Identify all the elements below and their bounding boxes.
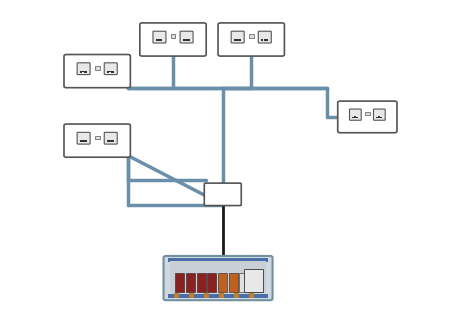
FancyBboxPatch shape (180, 31, 193, 43)
Bar (204, 293, 209, 298)
Bar (190, 293, 194, 298)
Bar (218, 273, 227, 292)
Bar (168, 294, 268, 298)
Bar (352, 117, 354, 118)
Bar (244, 269, 263, 292)
Bar (208, 273, 217, 292)
FancyBboxPatch shape (140, 23, 206, 56)
Bar (187, 39, 190, 41)
Bar (174, 293, 179, 298)
FancyBboxPatch shape (77, 63, 90, 75)
Bar (171, 34, 175, 38)
Bar (237, 39, 239, 41)
Bar (380, 117, 382, 118)
Bar (111, 140, 114, 142)
FancyBboxPatch shape (64, 54, 130, 88)
FancyBboxPatch shape (104, 132, 117, 144)
FancyBboxPatch shape (258, 31, 271, 43)
Bar (264, 39, 266, 41)
FancyBboxPatch shape (77, 132, 90, 144)
Bar (228, 273, 238, 292)
FancyBboxPatch shape (337, 101, 397, 133)
Bar (219, 293, 224, 298)
Bar (84, 71, 87, 73)
Bar (109, 70, 112, 72)
Bar (365, 112, 370, 116)
Bar (261, 39, 264, 41)
Bar (168, 258, 268, 262)
FancyBboxPatch shape (164, 256, 273, 300)
Bar (186, 273, 195, 292)
Bar (234, 39, 236, 41)
Bar (265, 39, 268, 41)
Bar (109, 140, 112, 142)
Bar (238, 39, 241, 41)
Bar (239, 273, 248, 292)
Bar (376, 117, 378, 118)
Bar (111, 71, 114, 73)
Bar (155, 39, 158, 41)
Bar (185, 39, 188, 41)
FancyBboxPatch shape (218, 23, 284, 56)
Bar (354, 116, 356, 118)
Bar (95, 66, 100, 70)
FancyBboxPatch shape (231, 31, 244, 43)
Bar (250, 273, 259, 292)
Bar (249, 34, 254, 38)
Bar (107, 140, 109, 142)
Bar (170, 261, 266, 293)
Bar (249, 293, 254, 298)
FancyBboxPatch shape (64, 124, 130, 157)
Bar (158, 39, 161, 41)
Bar (160, 39, 163, 41)
Bar (80, 140, 82, 142)
Bar (82, 70, 85, 72)
FancyBboxPatch shape (104, 63, 117, 75)
Bar (80, 71, 82, 73)
Bar (175, 273, 184, 292)
Bar (95, 136, 100, 139)
Bar (356, 117, 358, 118)
Bar (82, 140, 85, 142)
Bar (182, 39, 185, 41)
Bar (378, 116, 381, 118)
FancyBboxPatch shape (204, 183, 241, 205)
Bar (107, 71, 109, 73)
Bar (235, 293, 239, 298)
Bar (84, 140, 87, 142)
FancyBboxPatch shape (374, 109, 385, 120)
FancyBboxPatch shape (349, 109, 361, 120)
FancyBboxPatch shape (153, 31, 166, 43)
Bar (197, 273, 206, 292)
